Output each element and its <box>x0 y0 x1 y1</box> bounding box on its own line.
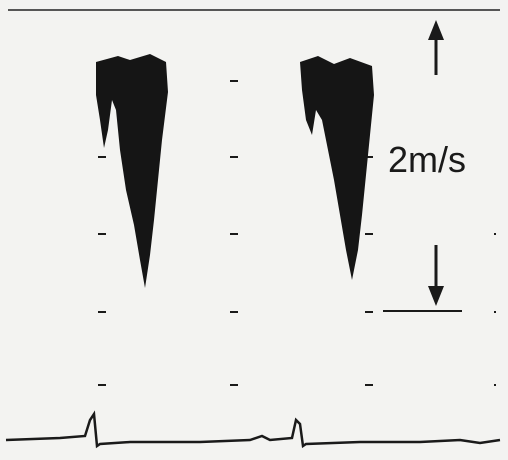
ecg-trace <box>5 410 501 449</box>
scale-arrows <box>428 20 444 306</box>
doppler-envelope-2 <box>300 56 374 280</box>
doppler-envelope-1 <box>96 54 168 288</box>
scale-label: 2m/s <box>388 139 466 180</box>
